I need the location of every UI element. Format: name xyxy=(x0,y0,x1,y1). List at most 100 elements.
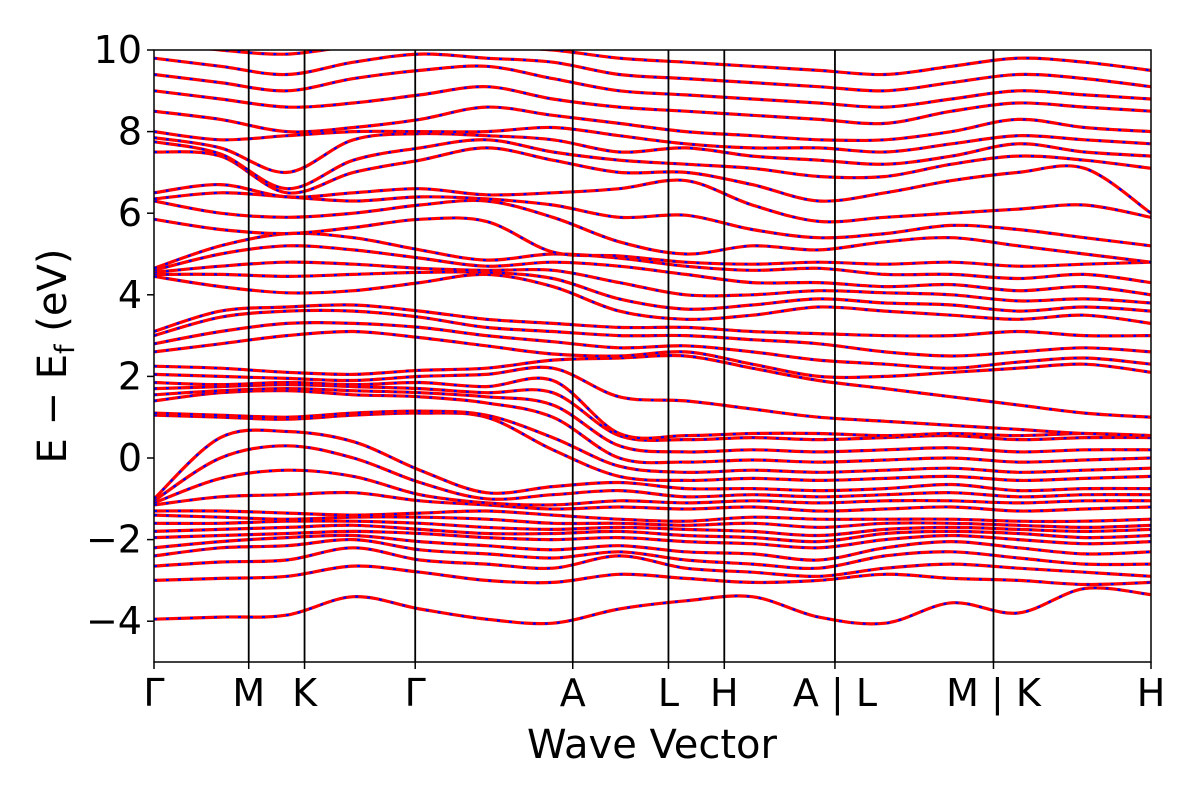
band-33 xyxy=(154,198,1151,264)
y-tick-label: 2 xyxy=(118,354,142,398)
x-tick-label: H xyxy=(710,671,739,715)
band-line xyxy=(154,388,1151,465)
band-line xyxy=(154,125,1151,154)
x-tick-label: M xyxy=(232,671,265,715)
band-16 xyxy=(154,409,1151,475)
band-23 xyxy=(154,329,1151,380)
band-29 xyxy=(154,260,1151,305)
band-line xyxy=(154,52,1151,93)
band-21 xyxy=(154,365,1151,438)
band-dash xyxy=(154,309,1151,358)
band-line xyxy=(154,529,1151,550)
band-line xyxy=(154,382,1151,442)
band-8 xyxy=(154,519,1151,538)
band-dash xyxy=(154,261,1151,305)
x-tick-label: K xyxy=(292,671,318,715)
band-line xyxy=(154,329,1151,380)
band-line xyxy=(154,509,1151,524)
band-dash xyxy=(154,232,1151,284)
band-line xyxy=(154,260,1151,305)
band-line xyxy=(154,564,1151,587)
y-axis-label-main: E − E xyxy=(30,354,76,464)
band-20 xyxy=(154,376,1151,440)
band-line xyxy=(154,586,1151,626)
band-9 xyxy=(154,513,1151,530)
x-tick-label: A | L xyxy=(793,671,877,716)
band-dash xyxy=(154,244,1151,296)
band-12 xyxy=(154,468,1151,507)
band-line xyxy=(154,146,1151,215)
band-10 xyxy=(154,509,1151,524)
band-28 xyxy=(154,270,1151,313)
band-36 xyxy=(154,146,1151,215)
band-line xyxy=(154,411,1151,483)
band-38 xyxy=(154,131,1151,175)
band-line xyxy=(154,244,1151,297)
band-39 xyxy=(154,125,1151,154)
band-27 xyxy=(154,272,1151,325)
band-32 xyxy=(154,216,1151,268)
band-line xyxy=(154,386,1151,454)
band-44 xyxy=(205,50,1151,77)
band-37 xyxy=(154,138,1151,191)
x-axis-label: Wave Vector xyxy=(527,722,778,768)
band-6 xyxy=(154,529,1151,550)
band-line xyxy=(205,50,1151,77)
band-dash xyxy=(154,469,1151,507)
band-40 xyxy=(154,105,1151,143)
band-dash xyxy=(154,366,1151,437)
y-axis-label-subscript: f xyxy=(50,343,81,354)
high-symmetry-lines xyxy=(247,50,995,662)
band-26 xyxy=(154,303,1151,338)
band-line xyxy=(154,376,1151,440)
band-dash xyxy=(154,191,1151,247)
band-7 xyxy=(154,523,1151,544)
band-line xyxy=(154,105,1151,143)
band-3 xyxy=(154,546,1151,578)
band-14 xyxy=(154,428,1151,500)
band-13 xyxy=(154,444,1151,503)
band-dash xyxy=(154,303,1151,338)
band-line xyxy=(154,191,1151,248)
band-19 xyxy=(154,382,1151,442)
band-5 xyxy=(154,533,1151,562)
band-line xyxy=(154,353,1151,419)
band-25 xyxy=(154,308,1151,358)
band-18 xyxy=(154,386,1151,454)
band-line xyxy=(154,320,1151,370)
band-22 xyxy=(154,353,1151,419)
band-dash xyxy=(154,199,1151,264)
x-tick-label: L xyxy=(658,671,679,715)
y-tick-label: 8 xyxy=(118,110,142,154)
band-lines xyxy=(154,50,1151,626)
y-axis-ticks: 10 8 6 4 2 0 −2 −4 xyxy=(86,28,154,643)
band-11 xyxy=(154,490,1151,513)
x-tick-label: Γ xyxy=(405,671,426,715)
band-1 xyxy=(154,586,1151,626)
y-tick-label: −2 xyxy=(86,518,142,562)
band-line xyxy=(154,537,1151,571)
band-line xyxy=(154,468,1151,507)
band-31 xyxy=(154,231,1151,285)
y-tick-label: 4 xyxy=(118,273,142,317)
band-43 xyxy=(154,52,1151,93)
band-line xyxy=(154,131,1151,175)
band-17 xyxy=(154,388,1151,465)
band-dash xyxy=(154,216,1151,268)
band-4 xyxy=(154,537,1151,571)
band-dash xyxy=(154,178,1151,223)
y-tick-label: 10 xyxy=(94,28,142,72)
band-line xyxy=(154,270,1151,313)
band-line xyxy=(154,533,1151,562)
y-tick-label: 0 xyxy=(118,436,142,480)
x-tick-label: A xyxy=(560,671,586,715)
band-15 xyxy=(154,411,1151,483)
band-dash xyxy=(154,428,1151,500)
band-dash xyxy=(154,273,1151,325)
band-line xyxy=(154,546,1151,578)
band-2 xyxy=(154,564,1151,587)
band-line xyxy=(154,64,1151,109)
band-dash xyxy=(154,586,1151,626)
